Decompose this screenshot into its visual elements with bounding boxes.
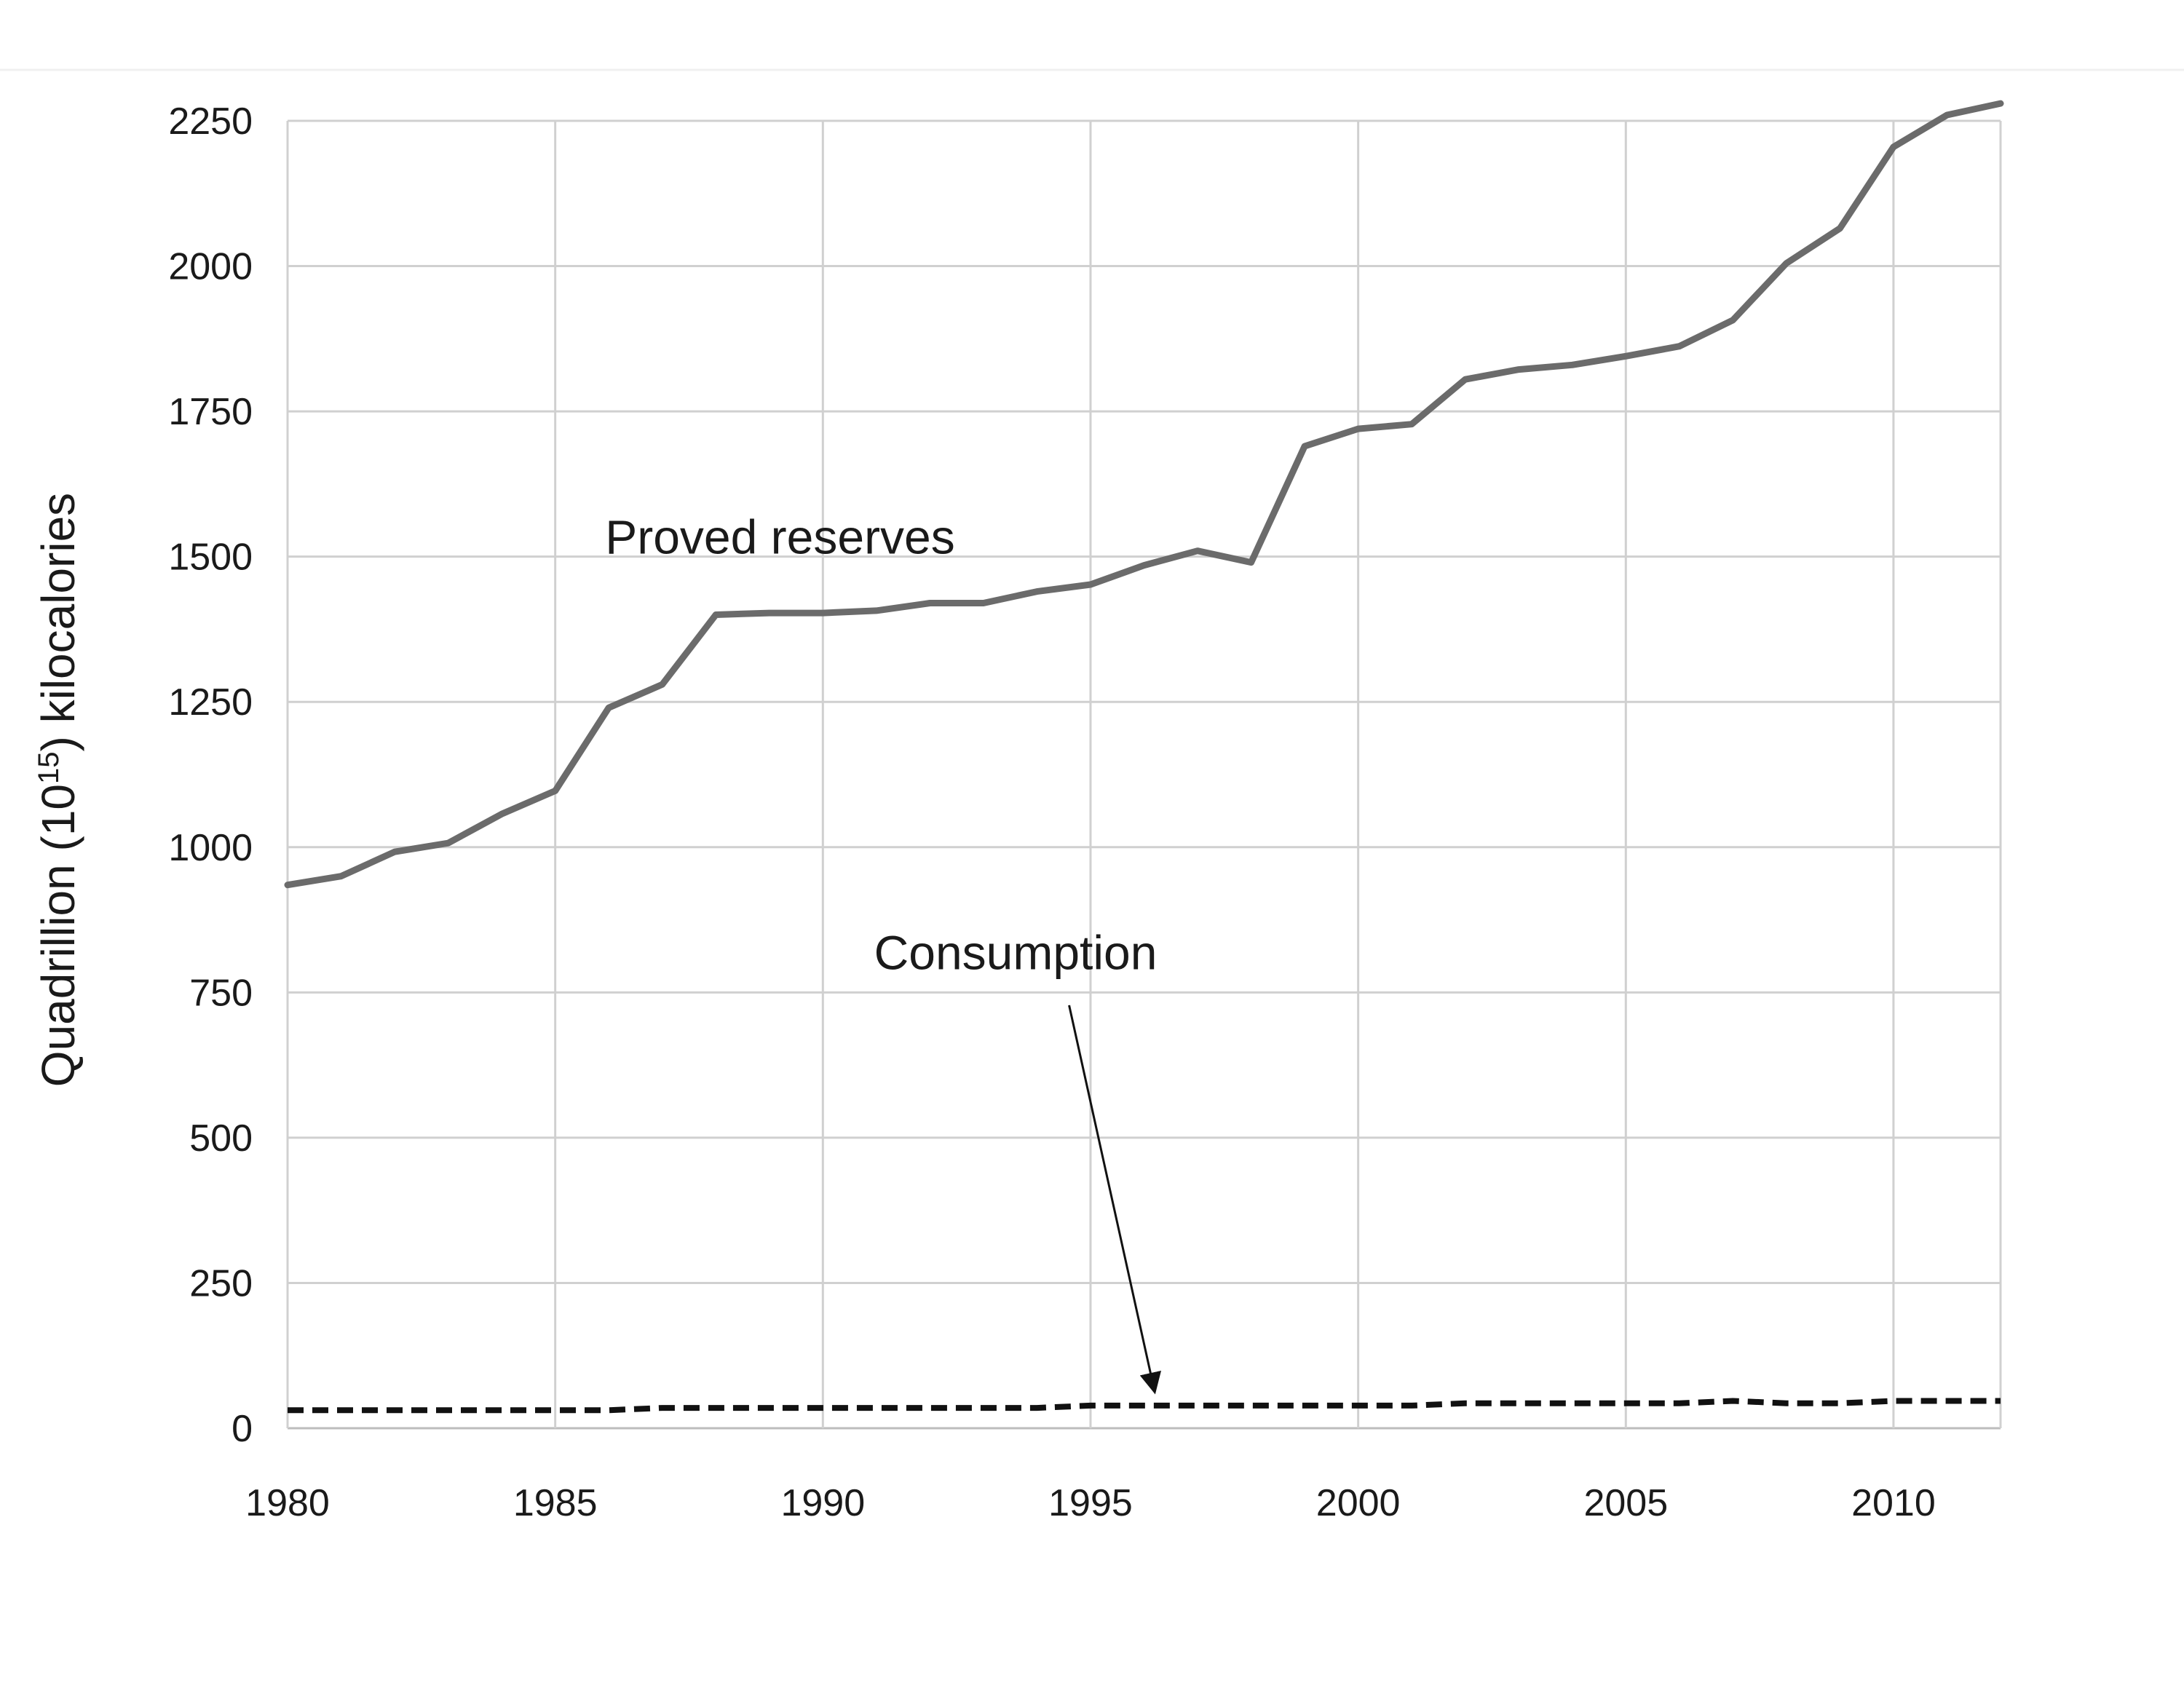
x-tick-label: 2000 (1316, 1482, 1401, 1524)
y-axis-title-superscript: 15 (33, 751, 65, 784)
y-tick-label: 1000 (168, 827, 253, 869)
gridlines (286, 119, 2002, 1430)
consumption-line (288, 1398, 2001, 1414)
y-tick-label: 1500 (168, 536, 253, 579)
y-tick-label: 1750 (168, 391, 253, 433)
annotation-label: Proved reserves (605, 510, 955, 564)
x-tick-label: 1985 (513, 1482, 598, 1524)
annotation-label: Consumption (874, 925, 1158, 979)
x-tick-label: 1990 (780, 1482, 865, 1524)
y-axis-title-prefix: Quadrillion (10 (32, 784, 84, 1087)
y-tick-label: 250 (189, 1262, 253, 1304)
y-tick-label: 500 (189, 1117, 253, 1160)
tick-labels: 0 250 500 750 1000 1250 1500 1750 2000 2250 1980 19… (168, 100, 1935, 1524)
annotations: Proved reserves Consumption (605, 510, 1162, 1395)
y-tick-label: 0 (232, 1408, 253, 1450)
annotation-arrow (1068, 1005, 1162, 1395)
proved-reserves-line (284, 100, 2004, 889)
y-axis-title: Quadrillion (1015) kilocalories (32, 493, 84, 1087)
y-tick-label: 1250 (168, 681, 253, 724)
y-tick-label: 2250 (168, 100, 253, 143)
y-axis-title-suffix: ) kilocalories (32, 493, 84, 752)
x-tick-label: 1995 (1048, 1482, 1133, 1524)
y-tick-label: 750 (189, 972, 253, 1014)
y-tick-label: 2000 (168, 246, 253, 288)
series-lines (284, 100, 2004, 1414)
x-tick-label: 1980 (245, 1482, 330, 1524)
x-tick-label: 2010 (1851, 1482, 1936, 1524)
x-tick-label: 2005 (1583, 1482, 1668, 1524)
